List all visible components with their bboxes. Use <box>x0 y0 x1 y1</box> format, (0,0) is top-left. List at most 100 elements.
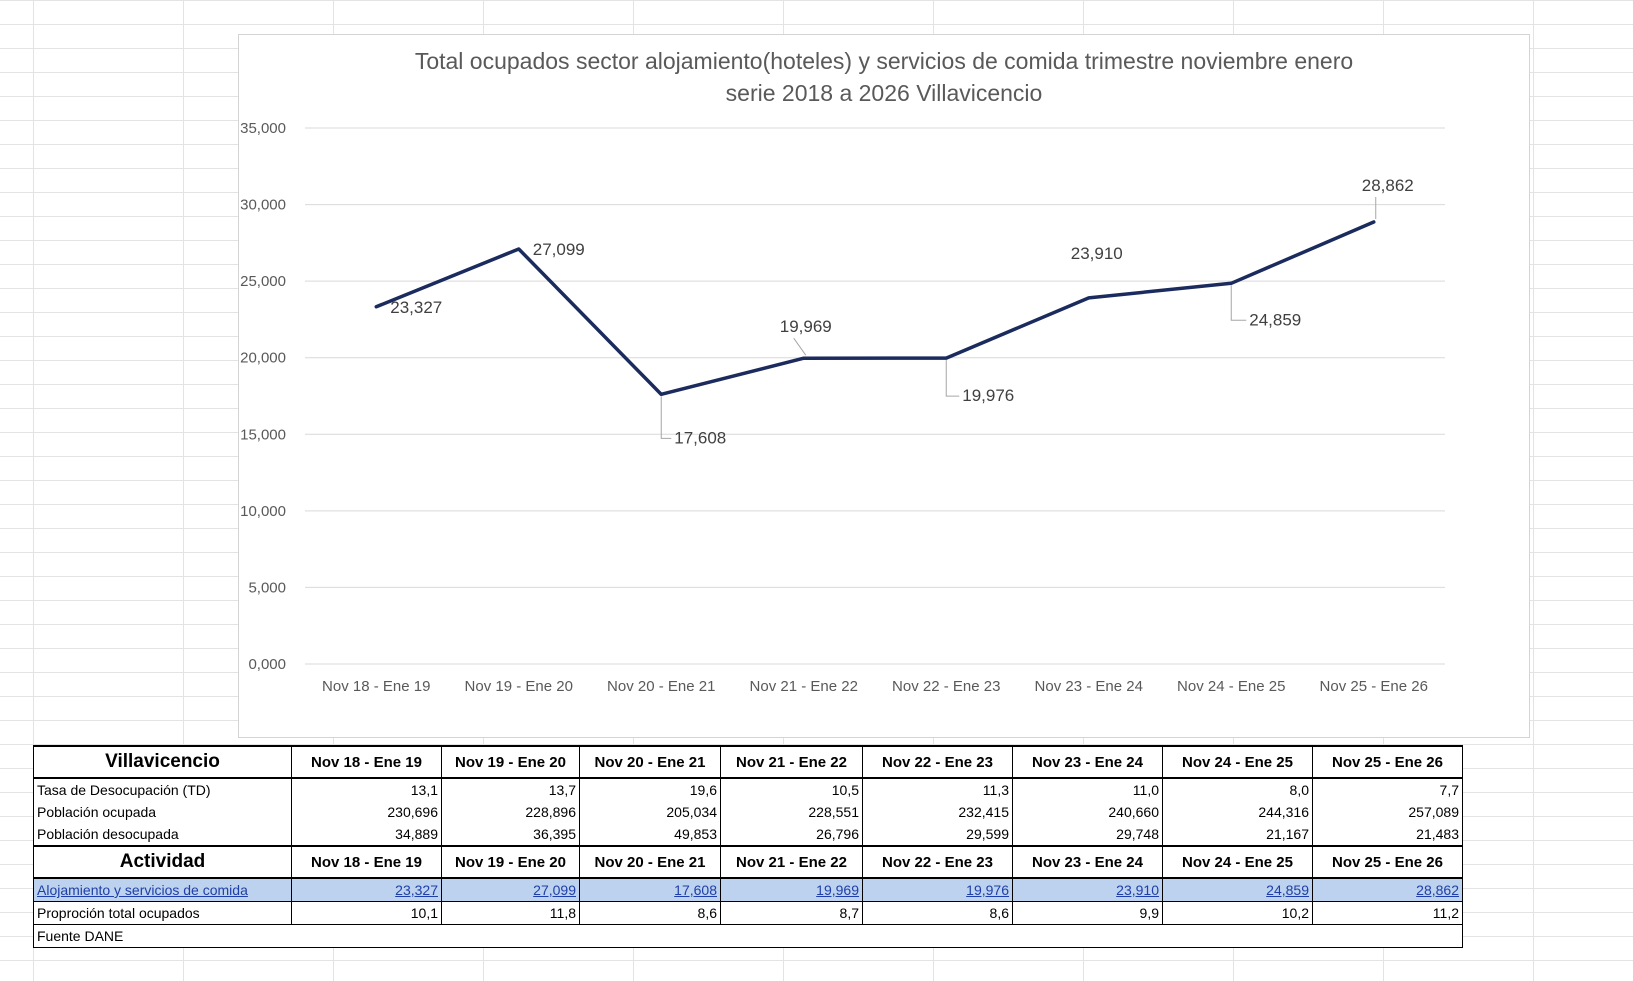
period-header: Nov 18 - Ene 19 <box>291 845 442 879</box>
table-section-title: Actividad <box>33 845 292 879</box>
value-cell: 27,099 <box>441 878 580 902</box>
row-label: Proproción total ocupados <box>33 901 292 925</box>
period-header: Nov 20 - Ene 21 <box>579 745 721 779</box>
value-cell: 232,415 <box>862 801 1013 823</box>
value-cell: 34,889 <box>291 823 442 846</box>
x-tick-label: Nov 24 - Ene 25 <box>1177 678 1285 695</box>
activity-link[interactable]: Alojamiento y servicios de comida <box>37 882 248 898</box>
table-row: Población ocupada 230,696 228,896 205,034 22… <box>33 801 1463 823</box>
value-cell: 11,2 <box>1312 901 1463 925</box>
value-cell: 8,7 <box>720 901 863 925</box>
period-header: Nov 20 - Ene 21 <box>579 845 721 879</box>
value-cell: 228,551 <box>720 801 863 823</box>
value-cell: 49,853 <box>579 823 721 846</box>
value-cell: 21,167 <box>1162 823 1313 846</box>
value-cell: 29,599 <box>862 823 1013 846</box>
value-cell: 13,7 <box>441 778 580 801</box>
value-cell: 21,483 <box>1312 823 1463 846</box>
value-cell: 244,316 <box>1162 801 1313 823</box>
data-label: 24,859 <box>1249 310 1301 329</box>
data-label: 27,099 <box>533 240 585 259</box>
period-header: Nov 19 - Ene 20 <box>441 745 580 779</box>
period-header: Nov 24 - Ene 25 <box>1162 745 1313 779</box>
value-cell: 9,9 <box>1012 901 1163 925</box>
value-cell: 19,969 <box>720 878 863 902</box>
value-cell: 230,696 <box>291 801 442 823</box>
y-tick-label: 10,000 <box>240 503 286 520</box>
period-header: Nov 19 - Ene 20 <box>441 845 580 879</box>
data-label: 19,976 <box>962 386 1014 405</box>
data-table: Villavicencio Nov 18 - Ene 19 Nov 19 - Ene… <box>33 745 1463 948</box>
period-header: Nov 25 - Ene 26 <box>1312 745 1463 779</box>
x-tick-label: Nov 23 - Ene 24 <box>1035 678 1143 695</box>
value-cell: 7,7 <box>1312 778 1463 801</box>
value-cell: 257,089 <box>1312 801 1463 823</box>
value-cell: 228,896 <box>441 801 580 823</box>
value-cell: 205,034 <box>579 801 721 823</box>
x-tick-label: Nov 18 - Ene 19 <box>322 678 430 695</box>
x-tick-label: Nov 20 - Ene 21 <box>607 678 715 695</box>
period-header: Nov 18 - Ene 19 <box>291 745 442 779</box>
value-cell: 19,6 <box>579 778 721 801</box>
series-line <box>374 220 1376 397</box>
source-note: Fuente DANE <box>33 924 1463 948</box>
line-chart: 0,000 5,000 10,000 15,000 20,000 25,000 30,000… <box>240 120 1445 695</box>
villavicencio-header-row: Villavicencio Nov 18 - Ene 19 Nov 19 - Ene… <box>33 745 1463 779</box>
value-cell: 29,748 <box>1012 823 1163 846</box>
y-tick-label: 0,000 <box>248 656 286 673</box>
period-header: Nov 23 - Ene 24 <box>1012 745 1163 779</box>
value-cell: 10,1 <box>291 901 442 925</box>
data-label: 28,862 <box>1362 176 1414 195</box>
highlighted-row: Alojamiento y servicios de comida 23,327 2… <box>33 878 1463 902</box>
period-header: Nov 21 - Ene 22 <box>720 845 863 879</box>
table-row: Tasa de Desocupación (TD) 13,1 13,7 19,6 10,… <box>33 778 1463 801</box>
y-tick-label: 25,000 <box>240 273 286 290</box>
y-tick-label: 30,000 <box>240 197 286 214</box>
value-cell: 23,327 <box>291 878 442 902</box>
table-section-title: Villavicencio <box>33 745 292 779</box>
x-tick-label: Nov 22 - Ene 23 <box>892 678 1000 695</box>
table-row: Proproción total ocupados 10,1 11,8 8,6 8,7 8… <box>33 901 1463 925</box>
period-header: Nov 23 - Ene 24 <box>1012 845 1163 879</box>
value-cell: 11,8 <box>441 901 580 925</box>
value-cell: 24,859 <box>1162 878 1313 902</box>
period-header: Nov 24 - Ene 25 <box>1162 845 1313 879</box>
x-tick-label: Nov 19 - Ene 20 <box>465 678 573 695</box>
value-cell: 10,2 <box>1162 901 1313 925</box>
value-cell: 11,3 <box>862 778 1013 801</box>
value-cell: 36,395 <box>441 823 580 846</box>
chart-area[interactable]: Total ocupados sector alojamiento(hotele… <box>238 34 1530 738</box>
period-header: Nov 22 - Ene 23 <box>862 845 1013 879</box>
actividad-header-row: Actividad Nov 18 - Ene 19 Nov 19 - Ene 20 N… <box>33 845 1463 879</box>
value-cell: 28,862 <box>1312 878 1463 902</box>
value-cell: 17,608 <box>579 878 721 902</box>
leader-line <box>945 360 960 397</box>
row-label: Alojamiento y servicios de comida <box>33 878 292 902</box>
data-label: 23,910 <box>1071 244 1123 263</box>
x-tick-label: Nov 21 - Ene 22 <box>750 678 858 695</box>
value-cell: 23,910 <box>1012 878 1163 902</box>
y-tick-label: 20,000 <box>240 350 286 367</box>
row-label: Población desocupada <box>33 823 292 846</box>
table-row: Población desocupada 34,889 36,395 49,853 26… <box>33 823 1463 846</box>
period-header: Nov 22 - Ene 23 <box>862 745 1013 779</box>
chart-title-line-1: Total ocupados sector alojamiento(hotele… <box>414 48 1354 74</box>
leader-line <box>793 337 807 356</box>
y-tick-label: 5,000 <box>248 579 286 596</box>
y-tick-label: 15,000 <box>240 426 286 443</box>
value-cell: 8,0 <box>1162 778 1313 801</box>
x-tick-label: Nov 25 - Ene 26 <box>1320 678 1428 695</box>
period-header: Nov 21 - Ene 22 <box>720 745 863 779</box>
value-cell: 13,1 <box>291 778 442 801</box>
value-cell: 26,796 <box>720 823 863 846</box>
source-row: Fuente DANE <box>33 924 1463 948</box>
leader-line <box>660 396 672 439</box>
value-cell: 19,976 <box>862 878 1013 902</box>
value-cell: 11,0 <box>1012 778 1163 801</box>
value-cell: 10,5 <box>720 778 863 801</box>
y-tick-label: 35,000 <box>240 120 286 137</box>
value-cell: 240,660 <box>1012 801 1163 823</box>
chart-title-line-2: serie 2018 a 2026 Villavicencio <box>725 80 1043 106</box>
row-label: Tasa de Desocupación (TD) <box>33 778 292 801</box>
value-cell: 8,6 <box>579 901 721 925</box>
